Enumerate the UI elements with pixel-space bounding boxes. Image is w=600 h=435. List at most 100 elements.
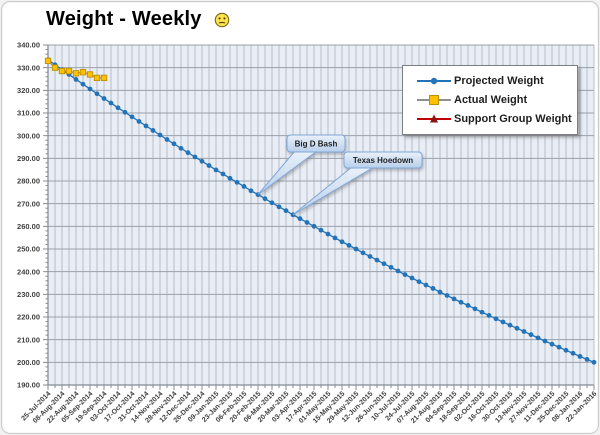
data-point bbox=[178, 145, 184, 151]
callout-label: Texas Hoedown bbox=[353, 156, 413, 165]
data-point bbox=[458, 299, 464, 305]
data-point bbox=[220, 171, 226, 177]
data-point bbox=[297, 216, 303, 222]
data-point bbox=[171, 141, 177, 147]
data-point bbox=[500, 319, 506, 325]
data-point bbox=[549, 341, 555, 347]
callout-texas-hoedown[interactable]: Texas Hoedown bbox=[292, 151, 423, 216]
callout-label: Big D Bash bbox=[295, 140, 338, 149]
y-axis-label: 260.00 bbox=[17, 222, 40, 231]
data-point bbox=[108, 100, 114, 106]
data-point bbox=[192, 154, 198, 160]
data-point bbox=[227, 175, 233, 181]
data-point bbox=[402, 272, 408, 278]
data-point bbox=[94, 91, 100, 97]
data-point bbox=[353, 246, 359, 252]
data-point bbox=[87, 86, 93, 92]
legend-item-projected-weight[interactable]: Projected Weight bbox=[417, 75, 573, 87]
data-point bbox=[206, 163, 212, 168]
legend-item-support-group-weight[interactable]: Support Group Weight bbox=[417, 113, 573, 125]
legend-label: Support Group Weight bbox=[454, 113, 572, 125]
y-axis-label: 190.00 bbox=[17, 381, 40, 390]
data-point bbox=[430, 286, 436, 291]
y-axis-label: 200.00 bbox=[17, 358, 40, 367]
data-point bbox=[101, 96, 107, 101]
callout-big-d-bash[interactable]: Big D Bash bbox=[257, 134, 346, 196]
data-point bbox=[542, 338, 548, 344]
legend-item-actual-weight[interactable]: Actual Weight bbox=[417, 94, 573, 106]
data-point bbox=[80, 81, 86, 87]
y-axis-label: 310.00 bbox=[17, 109, 40, 118]
data-point bbox=[528, 332, 534, 338]
data-point bbox=[276, 204, 282, 210]
data-point bbox=[248, 188, 254, 194]
data-point bbox=[318, 227, 324, 233]
data-point bbox=[570, 350, 576, 356]
data-point bbox=[479, 309, 485, 315]
data-point bbox=[143, 123, 149, 129]
callout-box bbox=[286, 134, 346, 153]
y-axis-label: 340.00 bbox=[17, 41, 40, 50]
legend-label: Actual Weight bbox=[454, 94, 528, 106]
y-axis-label: 270.00 bbox=[17, 199, 40, 208]
data-point bbox=[241, 184, 247, 189]
chart-legend[interactable]: Projected Weight Actual Weight Support Gro… bbox=[402, 65, 578, 135]
data-point bbox=[591, 359, 597, 365]
data-point bbox=[93, 74, 101, 82]
data-point bbox=[51, 64, 59, 71]
data-point bbox=[563, 347, 569, 353]
legend-marker-square-icon bbox=[417, 95, 451, 105]
data-point bbox=[584, 356, 590, 362]
y-axis-label: 230.00 bbox=[17, 290, 40, 299]
data-point bbox=[514, 325, 520, 331]
data-point bbox=[73, 77, 79, 82]
data-point bbox=[86, 71, 94, 78]
data-point bbox=[423, 282, 429, 288]
data-point bbox=[100, 74, 108, 82]
data-point bbox=[465, 303, 471, 308]
smiley-face-icon bbox=[214, 12, 229, 27]
data-point bbox=[493, 316, 499, 322]
projected-weight-series[interactable] bbox=[45, 57, 597, 365]
data-point bbox=[150, 128, 156, 133]
data-point bbox=[521, 329, 527, 334]
actual-weight-series[interactable] bbox=[44, 57, 108, 82]
data-point bbox=[129, 114, 135, 120]
data-point bbox=[409, 275, 415, 281]
data-point bbox=[58, 67, 66, 75]
data-point bbox=[122, 109, 128, 115]
callout-box bbox=[343, 151, 423, 169]
data-point bbox=[199, 158, 205, 164]
data-point bbox=[444, 293, 450, 298]
y-axis-label: 320.00 bbox=[17, 86, 40, 95]
data-point bbox=[332, 235, 338, 241]
data-point bbox=[367, 254, 373, 259]
data-point bbox=[44, 57, 52, 65]
data-point bbox=[339, 239, 345, 245]
data-point bbox=[234, 179, 240, 185]
data-point bbox=[535, 335, 541, 341]
y-axis-label: 280.00 bbox=[17, 177, 40, 186]
data-point bbox=[325, 231, 331, 237]
y-axis-label: 250.00 bbox=[17, 245, 40, 254]
data-point bbox=[395, 268, 401, 274]
data-point bbox=[164, 137, 170, 142]
data-point bbox=[262, 196, 268, 202]
y-axis-label: 240.00 bbox=[17, 267, 40, 276]
y-axis-label: 220.00 bbox=[17, 313, 40, 322]
title-row: Weight - Weekly bbox=[46, 8, 230, 31]
data-point bbox=[374, 257, 380, 263]
y-axis-label: 300.00 bbox=[17, 131, 40, 140]
data-point bbox=[65, 67, 73, 75]
data-point bbox=[360, 250, 366, 256]
data-point bbox=[577, 354, 583, 359]
data-point bbox=[507, 322, 513, 328]
data-point bbox=[72, 70, 80, 77]
legend-label: Projected Weight bbox=[454, 75, 544, 87]
data-point bbox=[136, 118, 142, 124]
data-point bbox=[115, 105, 121, 111]
data-point bbox=[346, 242, 352, 248]
data-point bbox=[486, 313, 492, 318]
data-point bbox=[157, 132, 163, 138]
